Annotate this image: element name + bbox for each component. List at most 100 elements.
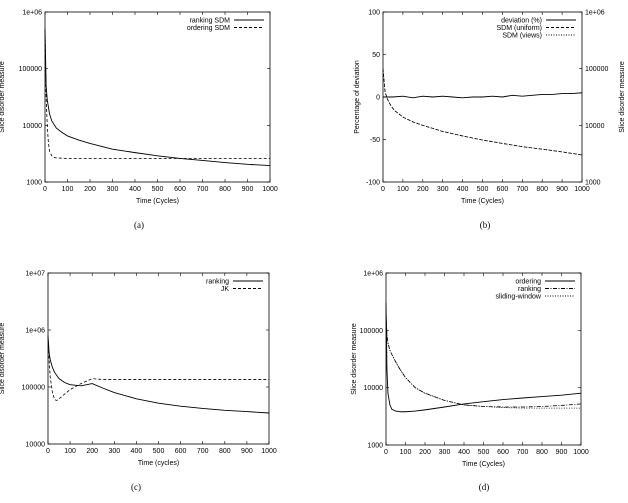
y-right-tick-label: 1000 (585, 180, 601, 187)
plot-frame (44, 11, 271, 183)
x-tick-label: 200 (419, 449, 431, 456)
x-tick-label: 800 (536, 449, 548, 456)
x-tick-label: 400 (129, 186, 141, 193)
y-tick-label: 10000 (364, 385, 384, 392)
x-axis-label: Time (Cycles) (461, 198, 504, 205)
y-tick-label: 1000 (367, 443, 383, 450)
y-right-tick-label: 1e+06 (585, 10, 605, 17)
x-tick-label: 500 (477, 186, 489, 193)
series-line-2 (385, 313, 582, 408)
chart-panel-d: 0 100 200 300 400 500 600 700 800 900 1000 1000 1000… (351, 271, 589, 493)
x-tick-label: 0 (46, 448, 50, 455)
x-tick-label: 600 (174, 186, 186, 193)
x-tick-label: 700 (516, 186, 528, 193)
y-right-tick-label: 100000 (585, 66, 608, 73)
y-tick-label: 50 (372, 52, 380, 59)
legend-label: SDM (uniform) (496, 25, 542, 32)
y-tick-label: 10000 (26, 442, 46, 449)
x-tick-label: 1000 (262, 186, 278, 193)
x-tick-label: 0 (381, 186, 385, 193)
x-tick-label: 900 (556, 186, 568, 193)
series-line-1 (44, 29, 271, 167)
y-tick-label: -100 (366, 180, 380, 187)
x-tick-label: 400 (131, 448, 143, 455)
x-tick-label: 1000 (573, 449, 589, 456)
y-tick-label: 1e+06 (22, 10, 42, 17)
legend-label: ranking (206, 279, 229, 286)
x-tick-label: 700 (197, 186, 209, 193)
x-tick-label: 700 (517, 449, 529, 456)
x-tick-label: 200 (86, 448, 98, 455)
chart-panel-b: 0 100 200 300 400 500 600 700 800 900 1000 -100 -50 0… (354, 10, 626, 231)
x-tick-label: 600 (497, 449, 509, 456)
plot-frame (385, 272, 582, 446)
x-tick-label: 800 (536, 186, 548, 193)
x-tick-label: 300 (437, 186, 449, 193)
x-tick-label: 100 (62, 186, 74, 193)
x-tick-label: 400 (457, 186, 469, 193)
legend-label: JK (221, 286, 230, 293)
x-tick-label: 100 (400, 449, 412, 456)
x-tick-label: 100 (64, 448, 76, 455)
x-tick-label: 1000 (574, 186, 590, 193)
x-tick-label: 500 (152, 186, 164, 193)
y-tick-label: 100000 (22, 385, 45, 392)
y-tick-label: 100000 (360, 328, 383, 335)
legend-label: ranking (518, 286, 541, 293)
series-line-1 (385, 302, 582, 413)
x-tick-label: 900 (556, 449, 568, 456)
x-tick-label: 200 (417, 186, 429, 193)
series-line-2 (44, 29, 270, 159)
legend-label: ordering (515, 279, 541, 286)
x-tick-label: 500 (478, 449, 490, 456)
series-line-1 (47, 335, 270, 414)
x-tick-label: 1000 (261, 448, 277, 455)
series-line-2 (47, 335, 269, 401)
y-tick-label: 1e+06 (363, 271, 383, 278)
x-tick-label: 0 (384, 449, 388, 456)
x-tick-label: 300 (107, 186, 119, 193)
y-right-axis-label: Slice disorder measure (619, 61, 626, 133)
legend-label: ordering SDM (187, 25, 230, 32)
x-axis-label: Time (Cycles) (136, 198, 179, 205)
legend-label: SDM (views) (502, 33, 542, 40)
y-tick-label: 1e+06 (25, 328, 45, 335)
x-tick-label: 900 (241, 448, 253, 455)
x-tick-label: 600 (497, 186, 509, 193)
chart-panel-c: 0 100 200 300 400 500 600 700 800 900 1000 10000 100… (0, 271, 277, 493)
x-tick-label: 200 (84, 186, 96, 193)
x-axis-label: Time (cycles) (138, 460, 179, 467)
y-tick-label: 0 (376, 95, 380, 102)
x-tick-label: 800 (219, 186, 231, 193)
y-tick-label: 100 (368, 10, 380, 17)
x-axis-label: Time (Cycles) (462, 461, 505, 468)
series-line-3 (382, 68, 583, 156)
y-axis-label: Percentage of deviation (354, 60, 361, 134)
y-right-tick-label: 10000 (585, 123, 605, 130)
x-tick-label: 700 (197, 448, 209, 455)
y-tick-label: 10000 (23, 123, 43, 130)
panel-caption: (c) (131, 482, 141, 492)
x-tick-label: 900 (242, 186, 254, 193)
x-tick-label: 400 (458, 449, 470, 456)
y-axis-label: Slice disorder measure (0, 323, 6, 395)
x-tick-label: 600 (175, 448, 187, 455)
x-tick-label: 300 (108, 448, 120, 455)
y-tick-label: -50 (370, 137, 380, 144)
y-tick-label: 1000 (26, 180, 42, 187)
x-tick-label: 100 (397, 186, 409, 193)
x-tick-label: 500 (153, 448, 165, 455)
y-axis-label: Slice disorder measure (351, 323, 358, 395)
x-tick-label: 300 (439, 449, 451, 456)
legend-label: ranking SDM (190, 18, 231, 25)
plot-frame (47, 272, 270, 445)
series-line-3 (385, 313, 581, 409)
legend-label: deviation (%) (501, 18, 542, 25)
legend-label: sliding-window (495, 294, 541, 301)
chart-panel-a: 0 100 200 300 400 500 600 700 800 900 1000 1000 1000… (0, 10, 278, 231)
series-line-1 (383, 92, 583, 99)
y-tick-label: 100000 (19, 66, 42, 73)
x-tick-label: 0 (43, 186, 47, 193)
y-tick-label: 1e+07 (25, 271, 45, 278)
